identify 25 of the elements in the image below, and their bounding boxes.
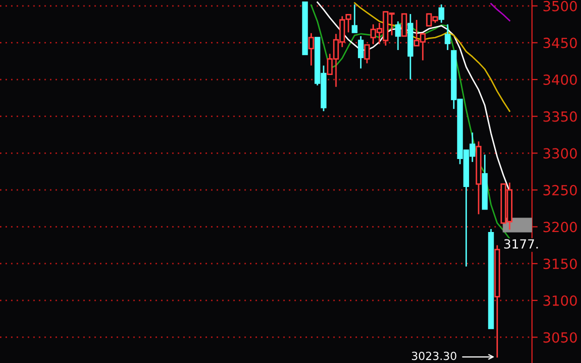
candlestick	[408, 14, 414, 80]
candlestick	[494, 245, 500, 358]
y-tick-label: 3350	[543, 111, 577, 122]
candlestick	[352, 4, 358, 34]
candlestick	[438, 4, 444, 23]
y-tick-label: 3200	[543, 222, 577, 232]
candlestick	[482, 154, 488, 210]
annotation: 3177.	[504, 239, 538, 249]
y-tick-label: 3400	[543, 74, 577, 85]
candlestick	[358, 36, 364, 68]
y-tick-label: 3250	[543, 184, 577, 196]
line-series	[490, 2, 510, 22]
line-series	[354, 2, 510, 112]
y-tick-label: 3050	[543, 332, 577, 343]
candlestick	[444, 24, 450, 50]
y-tick-label: 3450	[543, 38, 577, 48]
y-tick-label: 3100	[543, 295, 577, 306]
candlestick	[302, 2, 308, 56]
y-tick-label: 3300	[543, 148, 577, 159]
candlestick	[308, 33, 314, 66]
candlestick	[476, 141, 482, 214]
annotation: 3023.30	[412, 352, 456, 360]
y-tick-label: 3500	[543, 0, 577, 12]
y-tick-label: 3150	[543, 258, 577, 270]
candlestick	[401, 13, 408, 37]
